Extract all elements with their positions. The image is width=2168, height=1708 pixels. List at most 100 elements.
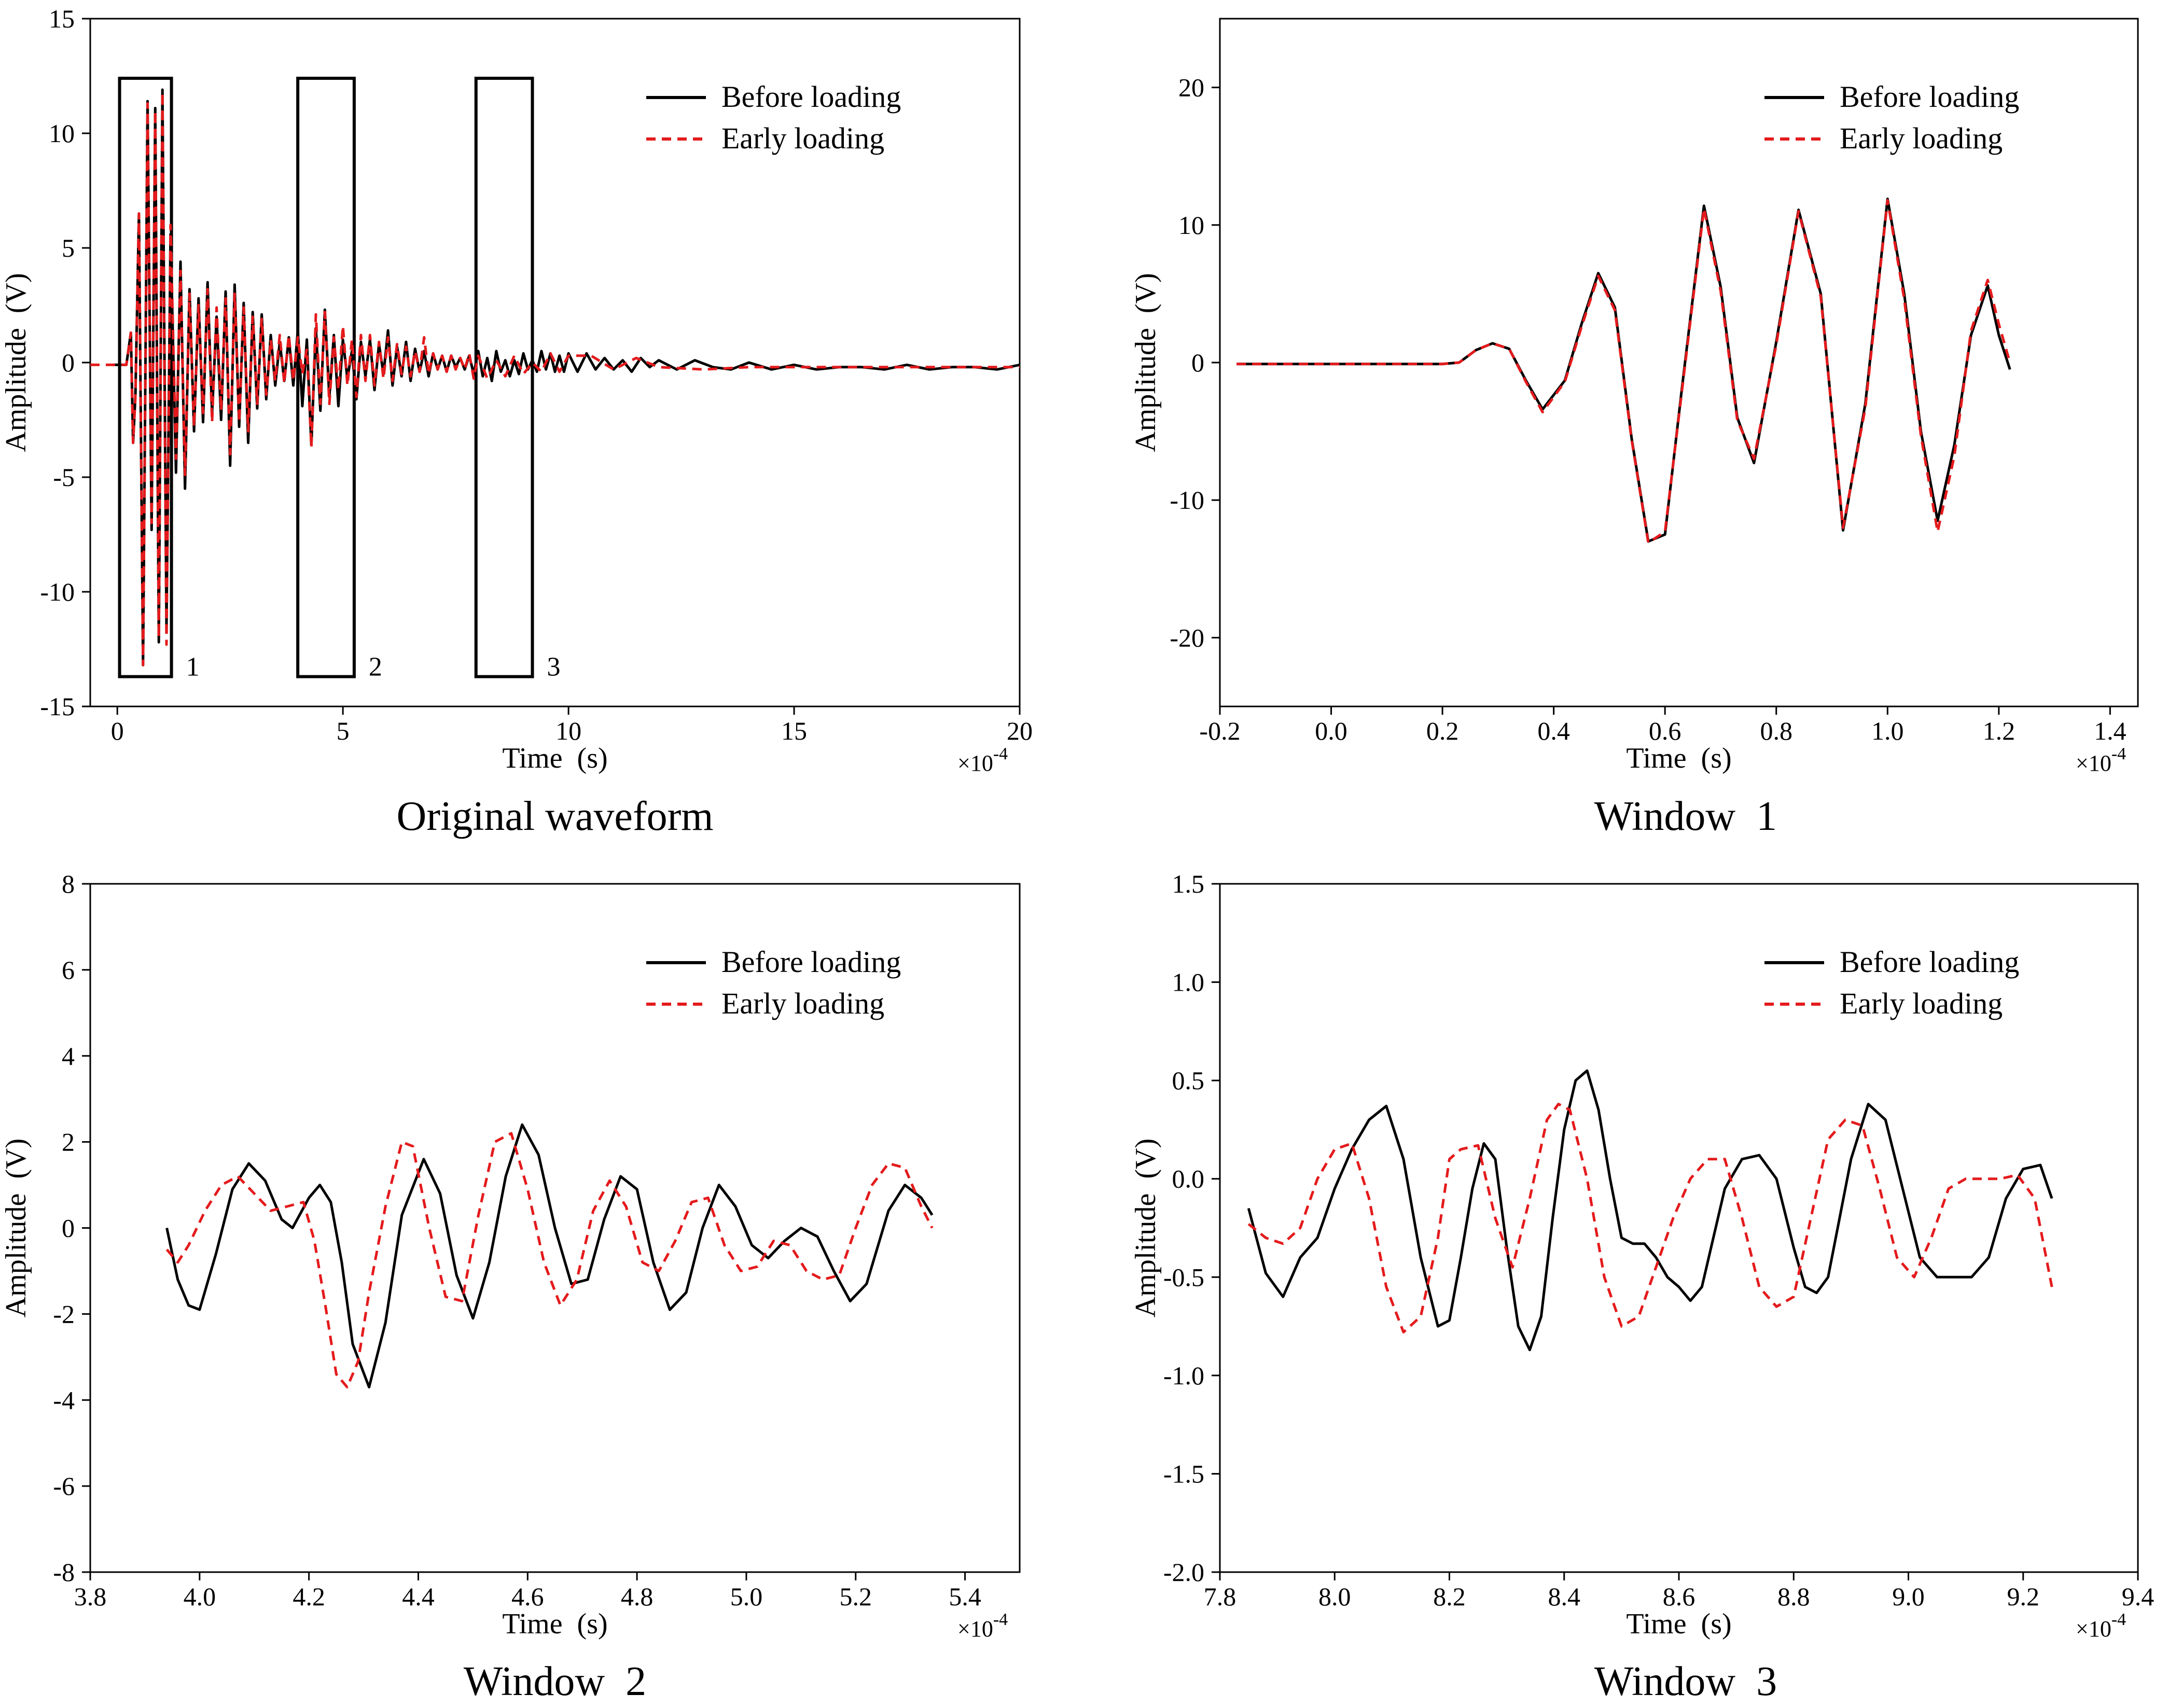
y-tick-label: 10 (49, 119, 75, 148)
legend-label-early-loading: Early loading (721, 121, 884, 155)
plot-area (165, 1123, 934, 1388)
y-tick-label: 0.5 (1172, 1066, 1205, 1095)
x-tick-label: 4.2 (293, 1582, 325, 1611)
legend-label-early-loading: Early loading (721, 987, 884, 1020)
legend-label-before-loading: Before loading (1840, 80, 2019, 114)
x-axis-multiplier: ×10-4 (2076, 744, 2126, 776)
y-tick-label: -10 (1170, 485, 1204, 515)
series-line-early-loading (1247, 1103, 2053, 1334)
x-axis-multiplier: ×10-4 (957, 1610, 1008, 1642)
x-axis-title: Time (s) (1626, 1608, 1731, 1640)
y-tick-label: -1.0 (1163, 1361, 1204, 1390)
legend-label-before-loading: Before loading (1840, 945, 2019, 979)
x-tick-label: 0.4 (1537, 716, 1570, 745)
y-tick-label: 8 (62, 869, 75, 898)
y-tick-label: -2 (53, 1299, 75, 1328)
x-tick-label: 0.2 (1426, 716, 1459, 745)
y-tick-label: 10 (1178, 211, 1204, 240)
window-box-label: 3 (547, 652, 561, 682)
legend-label-before-loading: Before loading (721, 945, 901, 979)
y-tick-label: -10 (40, 577, 75, 606)
y-axis-title: Amplitude (V) (0, 273, 32, 452)
x-tick-label: 3.8 (74, 1582, 107, 1611)
x-tick-label: 20 (1007, 716, 1033, 745)
x-tick-label: 7.8 (1204, 1582, 1236, 1611)
x-tick-label: 0.6 (1649, 716, 1681, 745)
chart-window2: 3.8 4.0 4.2 4.4 4.6 4.8 5.0 5.2 5.4 -8 -6 -4 -2 0 2 4 6 8… (0, 869, 1021, 1704)
x-tick-label: 4.6 (511, 1582, 544, 1611)
legend-label-early-loading: Early loading (1840, 121, 2003, 155)
y-tick-label: -0.5 (1163, 1262, 1204, 1292)
x-tick-label: 8.2 (1433, 1582, 1466, 1611)
y-tick-label: -5 (53, 463, 75, 492)
chart-caption: Window 2 (464, 1659, 646, 1704)
x-tick-label: 0 (111, 716, 124, 745)
x-tick-label: 15 (781, 716, 807, 745)
legend-label-early-loading: Early loading (1840, 987, 2003, 1020)
y-tick-label: 1.0 (1172, 968, 1205, 997)
x-tick-label: 9.0 (1892, 1582, 1925, 1611)
x-tick-label: 1.2 (1983, 716, 2016, 745)
x-tick-label: 5 (337, 716, 350, 745)
chart-caption: Window 1 (1594, 794, 1777, 839)
y-tick-label: 0 (62, 1214, 75, 1243)
chart-window3: 7.8 8.0 8.2 8.4 8.6 8.8 9.0 9.2 9.4 -2.0 -1.5 -1.0 -… (1130, 869, 2154, 1704)
x-tick-label: 8.4 (1548, 1582, 1581, 1611)
y-tick-label: 20 (1178, 73, 1204, 102)
x-tick-label: 1.0 (1871, 716, 1904, 745)
y-tick-label: 0 (62, 348, 75, 377)
x-axis-title: Time (s) (1626, 742, 1731, 774)
y-tick-label: -4 (53, 1385, 75, 1414)
y-tick-label: 6 (62, 955, 75, 984)
y-tick-label: 5 (62, 233, 75, 262)
chart-window1: -0.2 0.0 0.2 0.4 0.6 0.8 1.0 1.2 1.4 -20 -10 0 10 20 T… (1130, 18, 2139, 839)
series-line-early-loading (90, 90, 1020, 666)
y-axis-title: Amplitude (V) (1130, 1138, 1162, 1317)
y-tick-label: -2.0 (1163, 1558, 1204, 1587)
x-axis-multiplier: ×10-4 (2076, 1610, 2126, 1642)
plot-area (90, 88, 1020, 666)
plot-area (1247, 1069, 2053, 1352)
window-box-label: 1 (186, 652, 200, 682)
y-tick-label: -1.5 (1163, 1459, 1204, 1488)
series-line-before-loading (165, 1123, 934, 1388)
y-tick-label: -15 (40, 692, 75, 721)
x-axis-multiplier: ×10-4 (957, 744, 1008, 776)
x-tick-label: 5.0 (730, 1582, 763, 1611)
y-tick-label: 0 (1191, 348, 1204, 377)
x-tick-label: 0.8 (1760, 716, 1792, 745)
x-tick-label: 9.2 (2007, 1582, 2040, 1611)
window-box-1 (118, 76, 173, 678)
series-line-before-loading (113, 88, 1020, 666)
chart-original: 0 5 10 15 20 -15 -10 -5 0 5 10 15 Time (s) Amplitude … (0, 4, 1033, 839)
x-tick-label: 4.0 (184, 1582, 216, 1611)
y-tick-label: 4 (62, 1042, 75, 1071)
y-tick-label: -20 (1170, 623, 1204, 652)
x-tick-label: 9.4 (2122, 1582, 2155, 1611)
x-tick-label: 5.4 (949, 1582, 981, 1611)
y-tick-label: -6 (53, 1471, 75, 1501)
y-tick-label: 0.0 (1172, 1164, 1205, 1193)
x-tick-label: 0.0 (1315, 716, 1347, 745)
x-tick-label: 8.8 (1777, 1582, 1810, 1611)
window-box-label: 2 (369, 652, 382, 682)
y-axis-title: Amplitude (V) (0, 1138, 32, 1317)
y-tick-label: 1.5 (1172, 869, 1205, 898)
y-tick-label: -8 (53, 1558, 75, 1587)
x-tick-label: 8.6 (1663, 1582, 1696, 1611)
x-axis-title: Time (s) (502, 742, 607, 774)
window-box-3 (474, 76, 534, 678)
x-tick-label: 4.4 (402, 1582, 435, 1611)
y-axis-title: Amplitude (V) (1130, 273, 1162, 452)
x-tick-label: 5.2 (840, 1582, 872, 1611)
x-tick-label: -0.2 (1199, 716, 1240, 745)
legend-label-before-loading: Before loading (721, 80, 901, 114)
y-tick-label: 2 (62, 1128, 75, 1157)
x-tick-label: 4.8 (621, 1582, 654, 1611)
x-tick-label: 1.4 (2094, 716, 2127, 745)
x-tick-label: 8.0 (1318, 1582, 1351, 1611)
chart-caption: Original waveform (397, 794, 714, 839)
chart-caption: Window 3 (1594, 1659, 1777, 1704)
